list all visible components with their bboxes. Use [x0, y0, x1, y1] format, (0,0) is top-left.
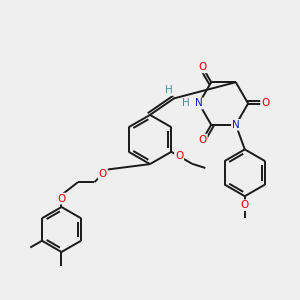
Text: O: O	[175, 151, 183, 161]
Text: O: O	[199, 135, 207, 145]
Text: O: O	[261, 98, 269, 109]
Text: O: O	[199, 62, 207, 72]
Text: O: O	[241, 200, 249, 210]
Text: O: O	[57, 194, 66, 204]
Text: H: H	[182, 98, 190, 109]
Text: O: O	[99, 169, 107, 179]
Text: H: H	[165, 85, 172, 95]
Text: N: N	[195, 98, 203, 109]
Text: N: N	[232, 120, 240, 130]
